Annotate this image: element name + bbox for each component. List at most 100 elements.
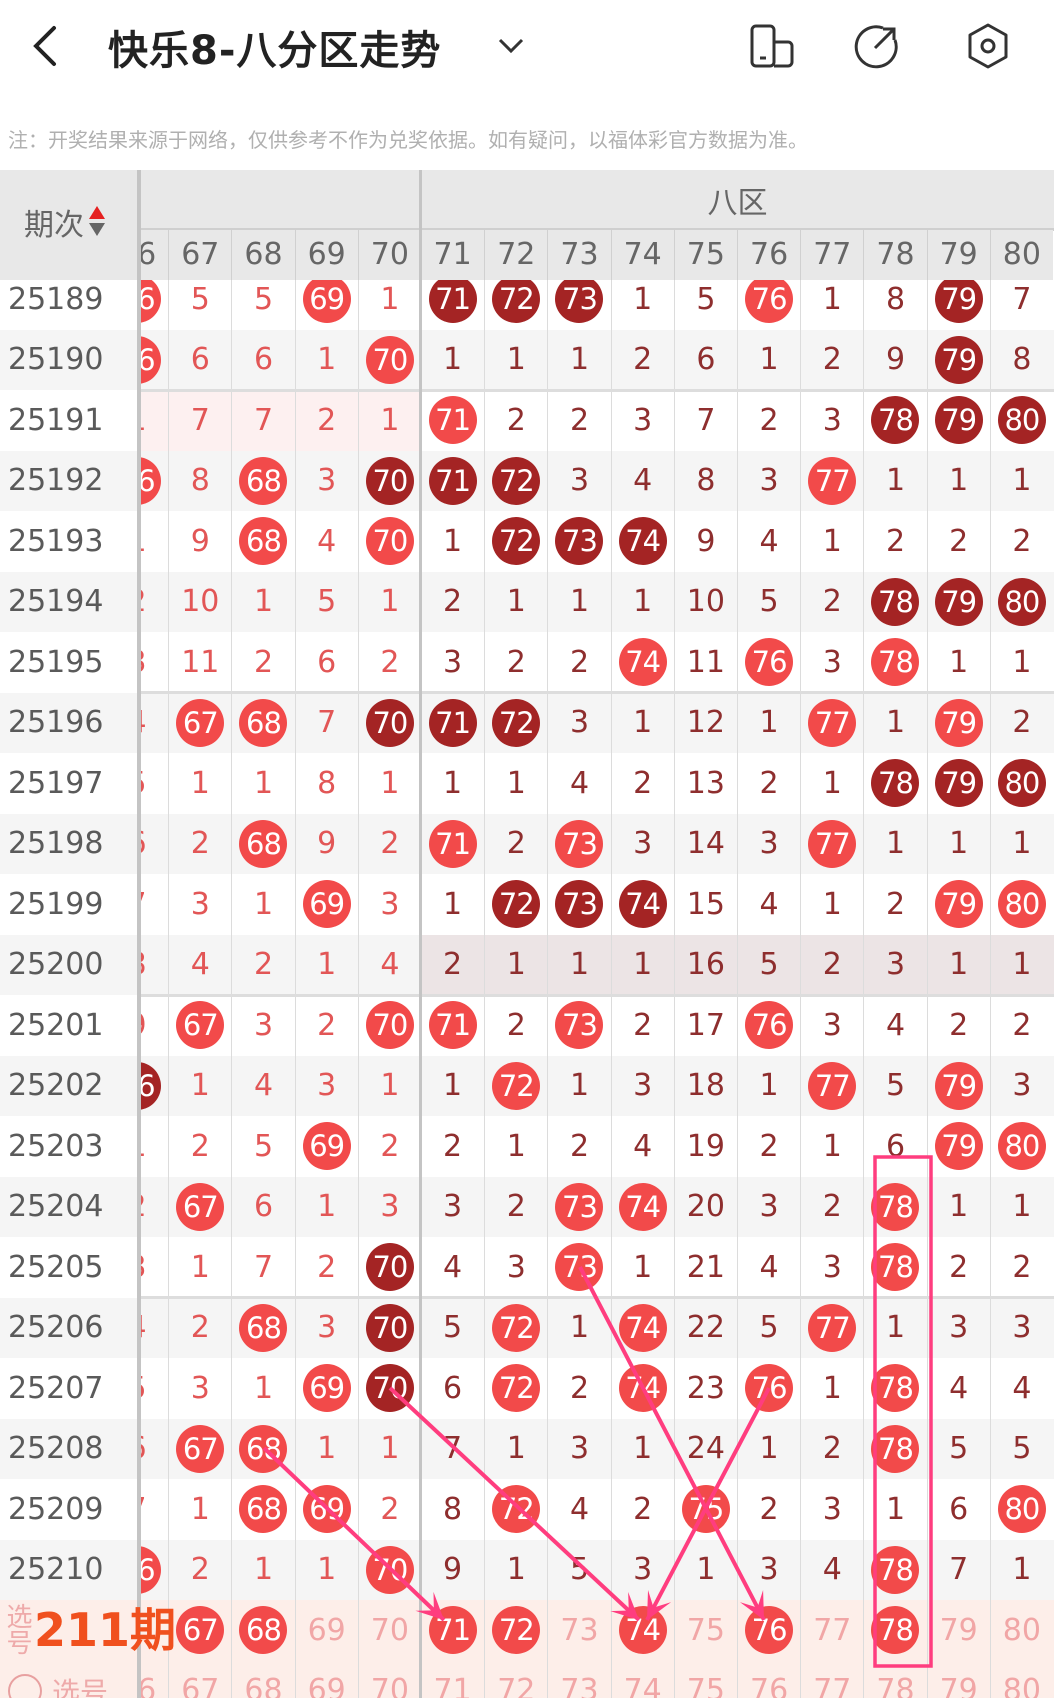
select-cell-78[interactable]: 78 bbox=[863, 1660, 926, 1698]
miss-count: 5 bbox=[949, 1431, 969, 1467]
pick-cell-73[interactable]: 73 bbox=[547, 1600, 610, 1661]
pick-cell-78[interactable]: 78 bbox=[863, 1600, 926, 1661]
cell-78: 78 bbox=[863, 1176, 926, 1237]
dropdown-chevron-icon[interactable] bbox=[494, 30, 528, 60]
cell-73: 2 bbox=[547, 1358, 610, 1419]
select-cell-71[interactable]: 71 bbox=[421, 1661, 484, 1698]
issue-number: 25189 bbox=[0, 280, 139, 330]
miss-count: 4 bbox=[443, 1249, 463, 1285]
select-cell-70[interactable]: 70 bbox=[357, 1660, 421, 1698]
miss-count: 3 bbox=[822, 1007, 842, 1043]
cell-75: 8 bbox=[673, 450, 737, 511]
miss-count: 3 bbox=[633, 1068, 653, 1104]
issue-number: 25206 bbox=[0, 1297, 139, 1358]
miss-count: 3 bbox=[317, 1310, 337, 1346]
cell-70: 2 bbox=[357, 813, 421, 874]
pick-cell-70[interactable]: 70 bbox=[357, 1600, 421, 1661]
select-cell-80[interactable]: 80 bbox=[989, 1660, 1053, 1698]
back-chevron-icon[interactable] bbox=[26, 24, 66, 68]
select-cell-76[interactable]: 76 bbox=[737, 1660, 800, 1698]
select-cell-74[interactable]: 74 bbox=[610, 1660, 674, 1698]
settings-icon[interactable] bbox=[964, 22, 1012, 70]
cell-77: 2 bbox=[800, 329, 863, 390]
miss-count: 2 bbox=[253, 947, 274, 983]
pick-cell-76[interactable]: 76 bbox=[737, 1600, 800, 1661]
cell-77: 2 bbox=[800, 1176, 863, 1237]
table-row: 252086676811713124127855 bbox=[0, 1418, 1054, 1479]
cell-67: 1 bbox=[168, 1479, 231, 1540]
select-cell-67[interactable]: 67 bbox=[168, 1660, 231, 1698]
drawn-ball: 76 bbox=[745, 638, 794, 687]
select-row-label[interactable]: 选号 bbox=[0, 1660, 139, 1698]
drawn-ball: 80 bbox=[997, 577, 1046, 626]
page-title[interactable]: 快乐8-八分区走势 bbox=[108, 28, 442, 74]
group-separator bbox=[0, 691, 1054, 694]
cell-70: 70 bbox=[357, 1539, 421, 1600]
miss-count: 1 bbox=[506, 1552, 526, 1588]
miss-count: 2 bbox=[633, 765, 653, 801]
cell-68: 68 bbox=[231, 1479, 294, 1540]
pick-cell-71[interactable]: 71 bbox=[421, 1600, 484, 1661]
miss-count: 1 bbox=[1012, 463, 1032, 499]
miss-count: 1 bbox=[633, 1431, 653, 1467]
column-header-75: 75 bbox=[673, 230, 737, 280]
pick-cell-69[interactable]: 69 bbox=[294, 1600, 358, 1661]
miss-count: 9 bbox=[443, 1552, 463, 1588]
miss-count: 1 bbox=[317, 342, 337, 378]
issue-number: 25210 bbox=[0, 1539, 139, 1600]
pick-cell-74[interactable]: 74 bbox=[610, 1600, 674, 1661]
cell-73: 1 bbox=[547, 934, 610, 995]
pick-cell-80[interactable]: 80 bbox=[989, 1600, 1053, 1661]
sort-icon[interactable] bbox=[88, 204, 106, 238]
miss-count: 5 bbox=[190, 281, 210, 317]
cell-72: 72 bbox=[484, 280, 547, 330]
disclaimer-note: 注：开奖结果来源于网络，仅供参考不作为兑奖依据。如有疑问，以福体彩官方数据为准。 bbox=[8, 128, 808, 152]
radio-icon[interactable] bbox=[8, 1673, 42, 1698]
cell-80: 5 bbox=[989, 1418, 1053, 1479]
drawn-ball: 72 bbox=[492, 1364, 541, 1413]
cell-75: 19 bbox=[673, 1116, 737, 1177]
pick-cell-77[interactable]: 77 bbox=[800, 1600, 863, 1661]
group-separator bbox=[0, 388, 1054, 392]
select-cell-69[interactable]: 69 bbox=[294, 1660, 358, 1698]
cell-76: 76 bbox=[737, 280, 800, 330]
miss-count: 2 bbox=[822, 1431, 842, 1467]
table-row: 251896655691717273157618797 bbox=[0, 280, 1054, 330]
drawn-ball: 79 bbox=[934, 880, 983, 929]
column-header-67: 67 bbox=[168, 230, 232, 280]
select-cell-75[interactable]: 75 bbox=[673, 1660, 737, 1698]
select-cell-72[interactable]: 72 bbox=[484, 1660, 547, 1698]
cell-78: 1 bbox=[863, 1297, 926, 1358]
cell-75: 16 bbox=[673, 934, 737, 995]
cell-79: 1 bbox=[926, 813, 990, 874]
share-icon[interactable] bbox=[853, 22, 901, 70]
table-row: 25210662117091531347871 bbox=[0, 1539, 1054, 1600]
table-row: 2520971686928724275231680 bbox=[0, 1479, 1054, 1540]
cell-80: 1 bbox=[989, 1539, 1053, 1600]
cell-79: 1 bbox=[926, 1176, 990, 1237]
miss-count: 1 bbox=[506, 1431, 526, 1467]
select-cell-77[interactable]: 77 bbox=[800, 1660, 863, 1698]
select-cell-68[interactable]: 68 bbox=[231, 1660, 294, 1698]
device-layout-icon[interactable] bbox=[748, 22, 796, 70]
select-cell-73[interactable]: 73 bbox=[547, 1660, 610, 1698]
pick-cell-79[interactable]: 79 bbox=[926, 1600, 990, 1661]
issue-header[interactable]: 期次 bbox=[0, 170, 139, 280]
miss-count: 1 bbox=[1012, 947, 1032, 983]
miss-count: 5 bbox=[317, 584, 337, 620]
cell-75: 24 bbox=[673, 1418, 737, 1479]
cell-72: 2 bbox=[484, 632, 547, 693]
pick-cell-72[interactable]: 72 bbox=[484, 1600, 547, 1661]
miss-count: 1 bbox=[443, 523, 463, 559]
pick-cell-67[interactable]: 67 bbox=[168, 1600, 231, 1661]
trend-table[interactable]: 八区 666768697071727374757677787980 期次 251… bbox=[0, 170, 1054, 1698]
miss-count: 2 bbox=[443, 584, 463, 620]
miss-count: 1 bbox=[569, 1310, 590, 1346]
pick-cell-68[interactable]: 68 bbox=[231, 1600, 294, 1661]
cell-68: 6 bbox=[231, 1176, 294, 1237]
cell-70: 70 bbox=[357, 995, 421, 1056]
cell-80: 7 bbox=[989, 280, 1053, 330]
select-cell-79[interactable]: 79 bbox=[926, 1660, 990, 1698]
pick-cell-75[interactable]: 75 bbox=[673, 1600, 737, 1661]
cell-73: 1 bbox=[547, 571, 610, 632]
